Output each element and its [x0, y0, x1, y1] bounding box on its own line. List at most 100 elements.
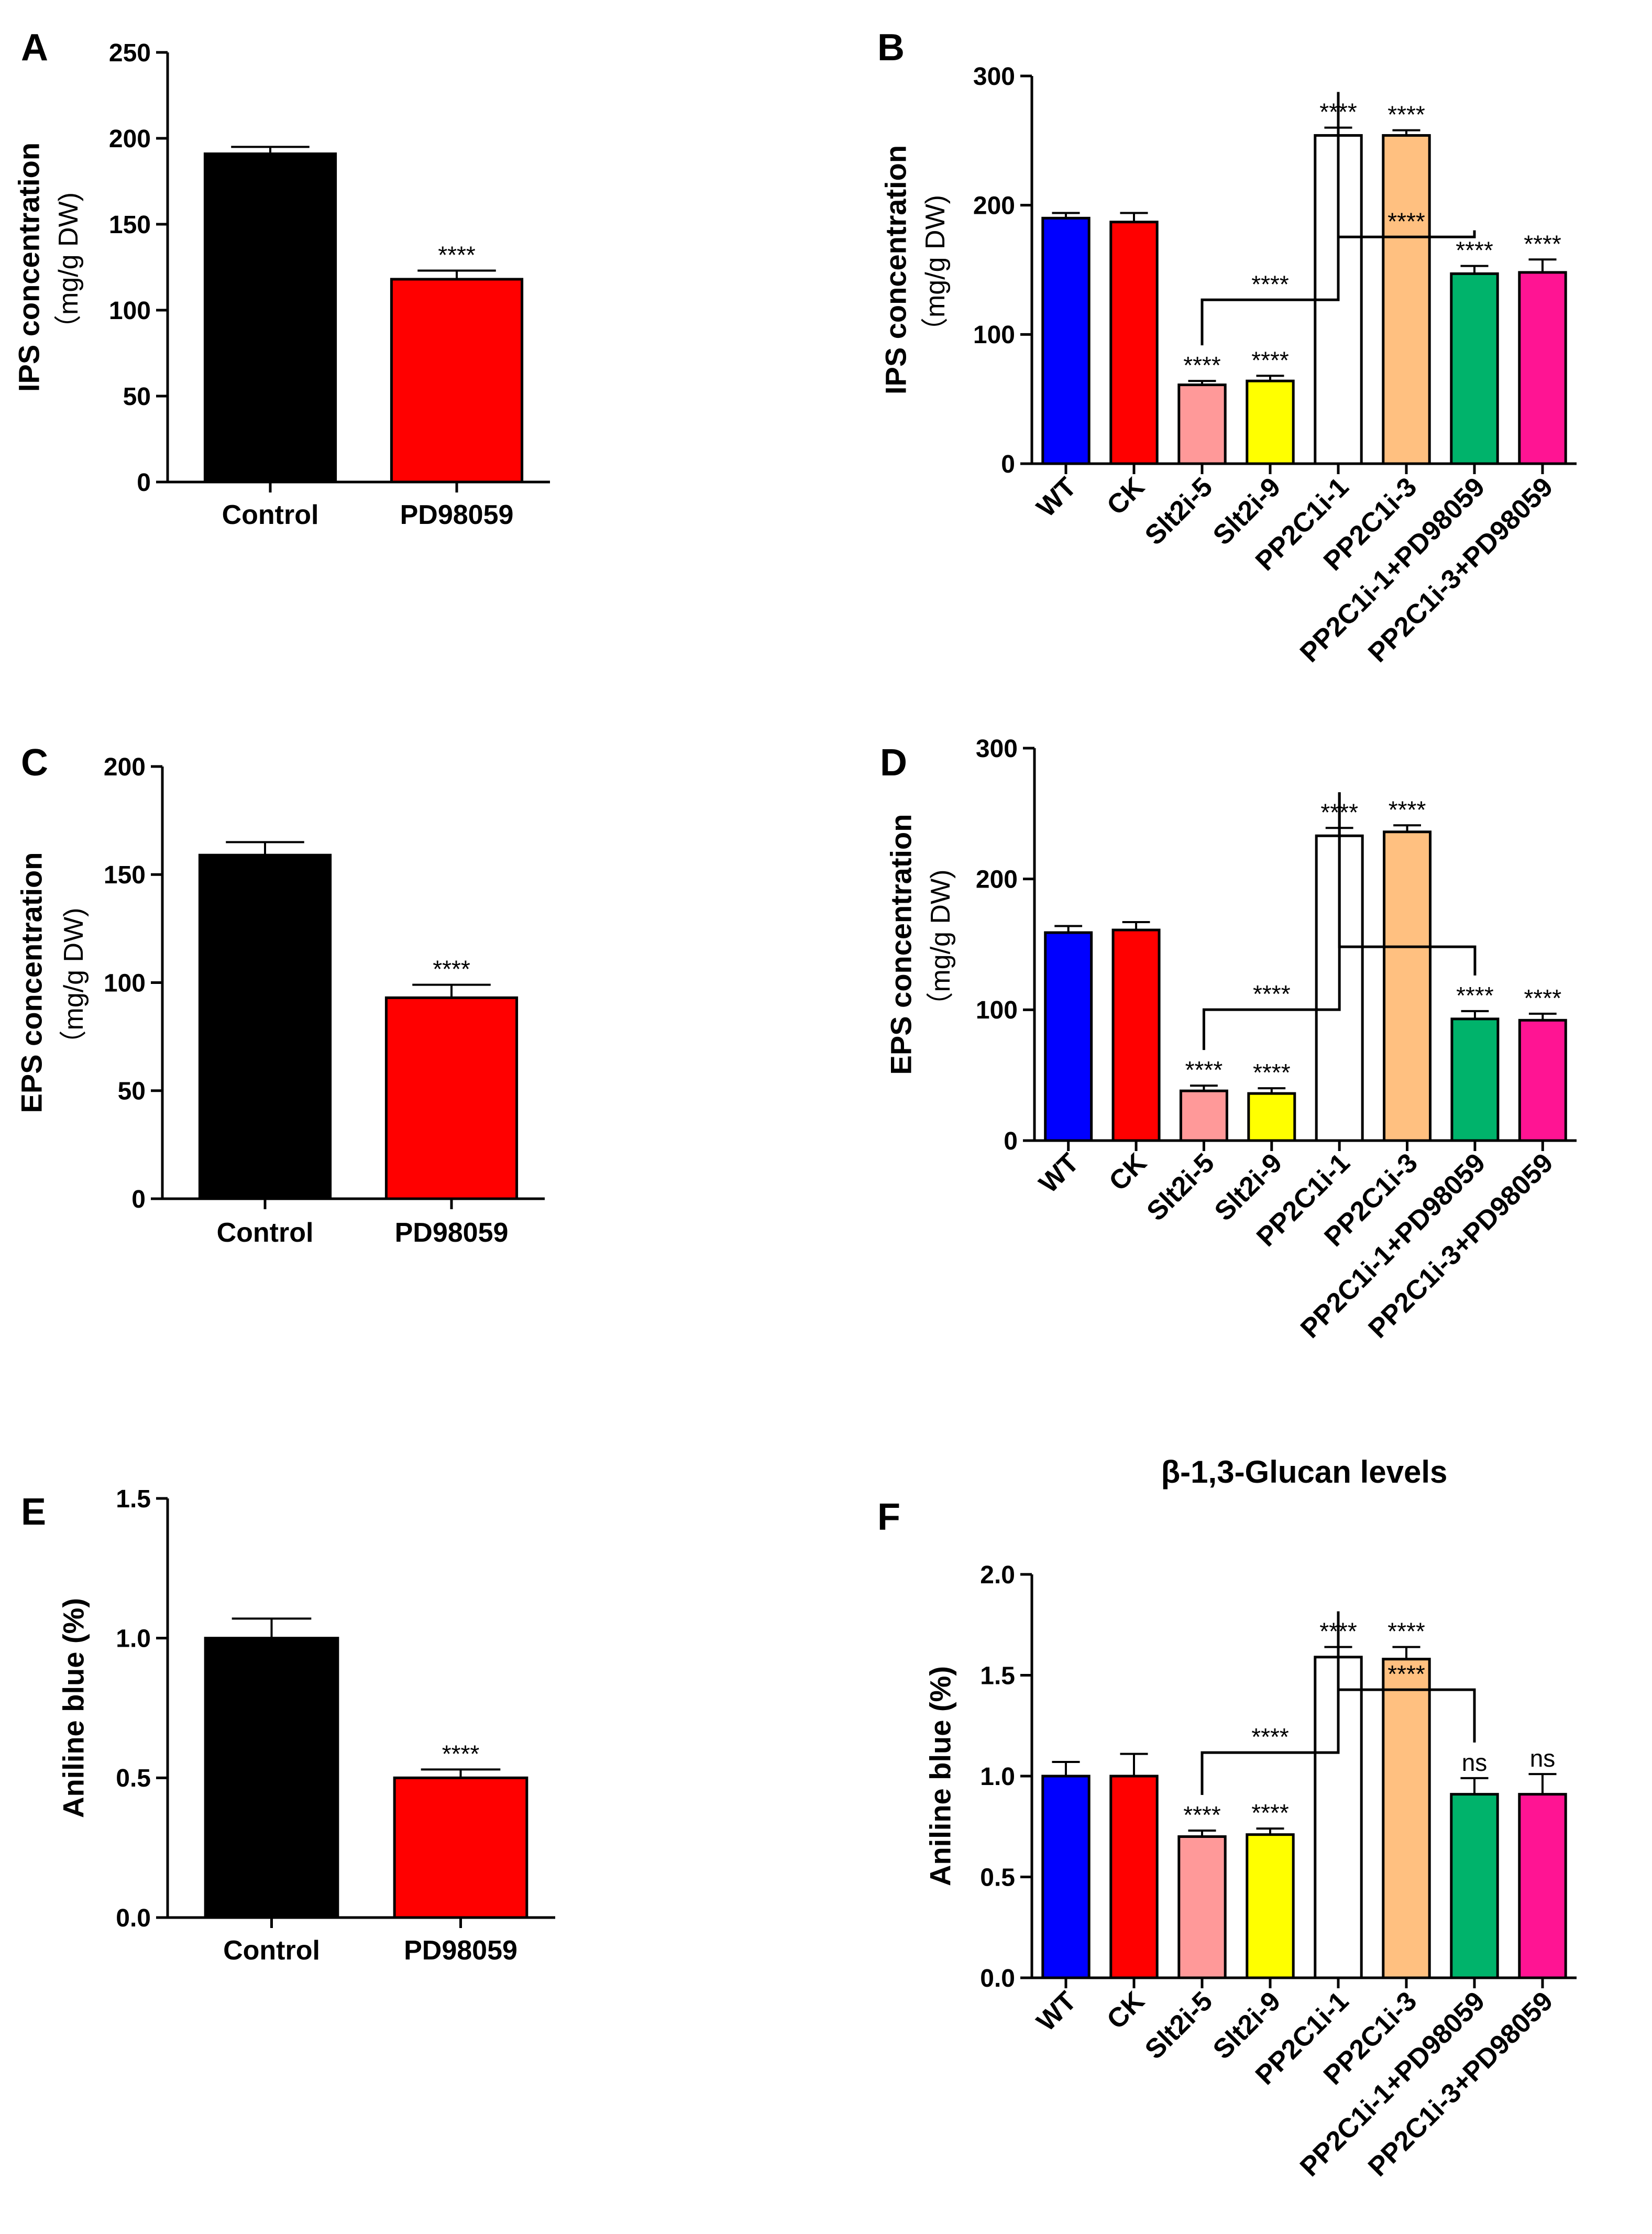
bar-pd98059 [390, 278, 524, 484]
y-tick-label: 1.5 [116, 1485, 151, 1513]
y-axis-unit: （mg/g DW) [926, 869, 956, 1019]
significance-bracket [1337, 1611, 1476, 1743]
significance-bracket [1337, 92, 1476, 238]
category-label: WT [1031, 1986, 1082, 2037]
bar-slt2i-5 [1177, 1835, 1227, 1979]
bar-slt2i-9 [1247, 1092, 1296, 1142]
bar-wt [1041, 1775, 1091, 1979]
y-tick-label: 0 [1004, 1127, 1018, 1155]
bar-control [204, 1637, 339, 1919]
panel-B: B IPS concentration （mg/g DW) 0 100 200 300 WT C… [877, 27, 1577, 669]
panel-E: E Aniline blue (%) 0.0 0.5 1.0 1.5 Control ****… [21, 1485, 555, 1966]
bar-pp2c1i-3 [1383, 830, 1432, 1142]
category-label: Control [223, 1935, 320, 1966]
bar-ck [1109, 1775, 1159, 1979]
bar-pp2c1i-3 [1382, 1658, 1431, 1979]
y-tick-label: 300 [976, 735, 1018, 763]
category-label: PD98059 [404, 1935, 517, 1966]
bar-ck [1111, 928, 1161, 1142]
bar-control [203, 152, 337, 484]
bar-pp2c1i-1+pd98059 [1450, 1793, 1499, 1979]
significance-bracket [1338, 792, 1477, 976]
bar-ck [1109, 221, 1159, 465]
y-tick-label: 150 [104, 861, 146, 889]
bracket-label: **** [1251, 1723, 1289, 1750]
significance-label: **** [438, 242, 476, 269]
y-axis-title: Aniline blue (%) [924, 1666, 957, 1886]
y-tick-label: 100 [109, 297, 151, 325]
category-label: WT [1031, 472, 1082, 523]
significance-label: **** [1185, 1056, 1223, 1083]
y-axis-title: Aniline blue (%) [57, 1598, 90, 1818]
bracket-label: **** [1251, 270, 1289, 298]
panel-D: D EPS concentration （mg/g DW) 0 100 200 300 WT C… [880, 735, 1577, 1344]
y-tick-label: 250 [109, 39, 151, 67]
panel-letter: F [877, 1496, 900, 1538]
category-label: WT [1033, 1147, 1085, 1199]
significance-label: ns [1530, 1745, 1556, 1772]
bar-slt2i-9 [1246, 1833, 1295, 1979]
y-axis-unit: （mg/g DW) [53, 192, 84, 342]
y-axis-title: IPS concentration [13, 143, 46, 392]
y-axis-title: IPS concentration [879, 145, 912, 395]
category-label: Slt2i-5 [1141, 1147, 1220, 1226]
y-axis-unit: （mg/g DW) [59, 907, 89, 1057]
panel-letter: A [21, 27, 48, 69]
significance-label: **** [1456, 982, 1494, 1009]
bar-pd98059 [393, 1776, 528, 1919]
y-axis-title: EPS concentration [15, 852, 48, 1113]
bar-pp2c1i-3 [1382, 134, 1431, 465]
category-label: CK [1101, 472, 1150, 521]
y-tick-label: 200 [104, 753, 146, 781]
category-label: Slt2i-5 [1139, 1986, 1218, 2065]
bar-pp2c1i-3+pd98059 [1518, 1019, 1567, 1142]
category-label: PD98059 [400, 500, 514, 530]
bar-pp2c1i-1+pd98059 [1450, 1017, 1500, 1142]
bar-wt [1044, 931, 1093, 1142]
bracket-label: **** [1387, 207, 1425, 235]
y-tick-label: 0.5 [116, 1765, 151, 1792]
y-tick-label: 200 [976, 866, 1018, 893]
bar-pp2c1i-3+pd98059 [1518, 1793, 1567, 1979]
bar-pd98059 [384, 996, 519, 1200]
significance-label: **** [442, 1740, 480, 1767]
significance-label: **** [433, 956, 470, 983]
significance-label: **** [1456, 237, 1493, 264]
y-tick-label: 200 [973, 192, 1015, 220]
panel-letter: B [877, 27, 905, 69]
y-axis-unit: （mg/g DW) [920, 195, 951, 345]
chart-title: β-1,3-Glucan levels [1161, 1454, 1448, 1490]
panel-letter: E [21, 1491, 46, 1533]
bar-slt2i-5 [1179, 1089, 1228, 1142]
bar-wt [1041, 216, 1091, 465]
bracket-label: **** [1253, 980, 1291, 1008]
panel-F: Fβ-1,3-Glucan levels Aniline blue (%) 0.0 0… [877, 1454, 1577, 2183]
y-tick-label: 2.0 [980, 1561, 1015, 1589]
bar-slt2i-9 [1246, 379, 1295, 465]
y-tick-label: 0 [131, 1186, 146, 1213]
category-label: CK [1103, 1147, 1152, 1197]
y-tick-label: 100 [976, 996, 1018, 1024]
category-label: CK [1101, 1986, 1150, 2035]
panel-letter: C [21, 742, 48, 784]
y-tick-label: 1.0 [980, 1763, 1015, 1791]
significance-label: **** [1183, 1801, 1221, 1828]
y-tick-label: 200 [109, 125, 151, 153]
y-tick-label: 300 [973, 63, 1015, 91]
category-label: Control [222, 500, 319, 530]
category-label: PD98059 [395, 1218, 509, 1248]
significance-label: **** [1183, 352, 1221, 379]
significance-label: **** [1387, 101, 1425, 128]
panel-letter: D [880, 742, 907, 784]
panel-A: A IPS concentration （mg/g DW) 0 50 100 150 200 2… [13, 27, 550, 530]
bracket-label: **** [1387, 1660, 1425, 1688]
y-tick-label: 150 [109, 211, 151, 239]
bar-control [198, 853, 332, 1200]
significance-label: **** [1389, 796, 1426, 823]
y-tick-label: 0.0 [116, 1904, 151, 1932]
y-tick-label: 1.0 [116, 1625, 151, 1652]
significance-label: ns [1462, 1749, 1488, 1776]
significance-label: **** [1524, 984, 1562, 1012]
y-tick-label: 50 [123, 383, 151, 411]
